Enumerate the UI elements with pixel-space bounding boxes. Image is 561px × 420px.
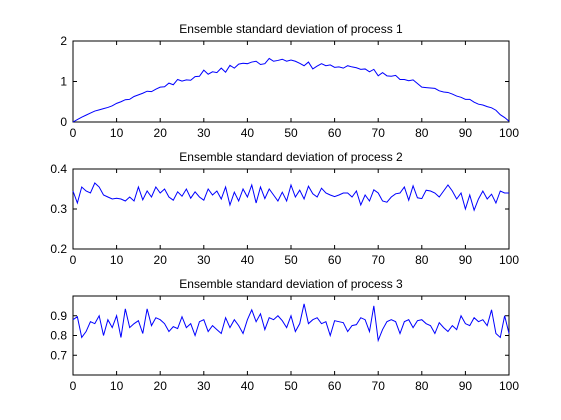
y-tick-label-3: 0.7 [50,348,67,362]
y-tick-label-1: 1 [60,75,67,89]
x-tick-label-3: 60 [328,379,342,393]
x-tick-label-2: 80 [415,253,429,267]
x-tick-label-2: 0 [70,253,77,267]
x-tick-label-2: 70 [372,253,386,267]
plot-title-1: Ensemble standard deviation of process 1 [179,22,403,36]
x-tick-label-2: 20 [154,253,168,267]
x-tick-label-3: 70 [372,379,386,393]
plot-title-2: Ensemble standard deviation of process 2 [179,150,403,164]
y-tick-label-3: 0.9 [50,309,67,323]
x-tick-label-3: 10 [110,379,124,393]
y-tick-label-2: 0.2 [50,242,67,256]
x-tick-label-3: 50 [284,379,298,393]
x-tick-label-3: 80 [415,379,429,393]
x-tick-label-2: 30 [197,253,211,267]
series-line-2-1 [72,182,509,212]
x-tick-label-2: 50 [284,253,298,267]
x-tick-label-3: 20 [154,379,168,393]
subplot-1: Ensemble standard deviation of process 1… [60,22,519,140]
series-line-1-1 [72,57,510,123]
y-tick-label-1: 2 [60,34,67,48]
x-tick-label-1: 60 [328,126,342,140]
y-tick-label-1: 0 [60,115,67,129]
y-tick-label-2: 0.3 [50,202,67,216]
x-tick-label-1: 70 [372,126,386,140]
plot-title-3: Ensemble standard deviation of process 3 [179,277,403,291]
x-tick-label-2: 10 [110,253,124,267]
x-tick-label-2: 100 [499,253,519,267]
x-tick-label-1: 10 [110,126,124,140]
series-line-3-1 [72,303,510,343]
axes-box-2 [72,168,510,250]
x-tick-label-1: 20 [154,126,168,140]
x-tick-label-1: 0 [70,126,77,140]
x-tick-label-3: 0 [70,379,77,393]
x-tick-label-1: 80 [415,126,429,140]
subplot-3: Ensemble standard deviation of process 3… [50,277,519,393]
y-tick-label-2: 0.4 [50,162,67,176]
x-tick-label-2: 40 [241,253,255,267]
x-tick-label-3: 30 [197,379,211,393]
subplot-2: Ensemble standard deviation of process 2… [50,150,519,267]
x-tick-label-1: 30 [197,126,211,140]
x-tick-label-2: 60 [328,253,342,267]
x-tick-label-2: 90 [459,253,473,267]
x-tick-label-3: 90 [459,379,473,393]
x-tick-label-1: 90 [459,126,473,140]
x-tick-label-3: 40 [241,379,255,393]
axes-box-1 [72,40,510,123]
axes-box-3 [72,295,510,376]
y-tick-label-3: 0.8 [50,329,67,343]
x-tick-label-3: 100 [499,379,519,393]
x-tick-label-1: 40 [241,126,255,140]
x-tick-label-1: 50 [284,126,298,140]
x-tick-label-1: 100 [499,126,519,140]
